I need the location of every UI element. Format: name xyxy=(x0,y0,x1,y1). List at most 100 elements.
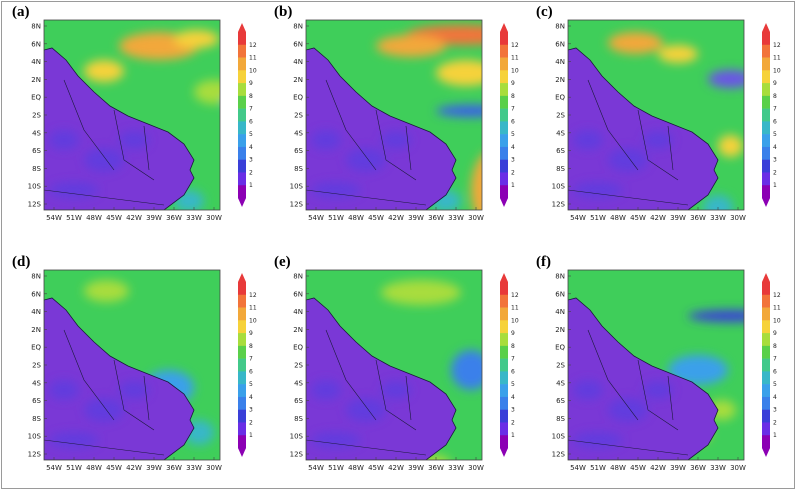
x-tick-label: 36W xyxy=(166,214,182,222)
state-border xyxy=(637,359,679,431)
colorbar-segment xyxy=(762,83,770,97)
colorbar-segment xyxy=(500,396,508,410)
colorbar-tick-label: 1 xyxy=(773,182,777,189)
land-texture xyxy=(311,130,341,150)
field-anomaly xyxy=(381,280,461,305)
colorbar-segment xyxy=(238,282,246,296)
y-tick-label: 4N xyxy=(31,58,41,66)
y-tick-label: 8N xyxy=(555,273,565,281)
colorbar-tip xyxy=(500,273,508,282)
state-border xyxy=(568,189,689,206)
state-border xyxy=(637,109,679,181)
land-region xyxy=(568,297,719,460)
colorbar-tick-label: 9 xyxy=(511,80,515,87)
y-tick-label: 6S xyxy=(556,147,565,155)
x-tick-label: 39W xyxy=(146,214,162,222)
y-tick-label: 6S xyxy=(556,397,565,405)
colorbar-tick-label: 5 xyxy=(511,381,515,388)
map-panel: 8N 6N 4N 2N EQ 2S 4S 6S 8S 10S 12S 54W 51W 48W 45W 42W 3… xyxy=(268,2,523,232)
state-border xyxy=(405,125,412,171)
x-tick-label: 45W xyxy=(368,214,384,222)
colorbar-tip xyxy=(762,198,770,207)
colorbar-segment xyxy=(762,320,770,334)
land-texture xyxy=(573,432,623,448)
colorbar-segment xyxy=(238,384,246,398)
colorbar-tick-label: 6 xyxy=(773,368,777,375)
colorbar-tick-label: 4 xyxy=(773,394,777,401)
colorbar-segment xyxy=(238,307,246,321)
land-texture xyxy=(311,182,361,198)
field-anomaly xyxy=(84,60,124,82)
y-tick-label: 10S xyxy=(290,433,304,441)
colorbar-segment xyxy=(238,57,246,71)
colorbar-segment xyxy=(500,345,508,359)
colorbar-tick-label: 10 xyxy=(773,317,781,324)
y-tick-label: 8S xyxy=(556,415,565,423)
colorbar-tick-label: 11 xyxy=(773,55,781,62)
colorbar-tick-label: 9 xyxy=(249,330,253,337)
colorbar-tick-label: 5 xyxy=(511,131,515,138)
x-tick-label: 45W xyxy=(630,464,646,472)
colorbar-tick-label: 6 xyxy=(511,368,515,375)
y-tick-label: 2S xyxy=(294,362,303,370)
field-anomaly xyxy=(608,32,663,54)
land-texture xyxy=(643,131,673,149)
x-tick-label: 51W xyxy=(328,214,344,222)
x-tick-label: 30W xyxy=(468,464,484,472)
x-tick-label: 51W xyxy=(66,464,82,472)
x-tick-label: 33W xyxy=(186,464,202,472)
colorbar-tick-label: 12 xyxy=(249,42,257,49)
x-tick-label: 48W xyxy=(610,464,626,472)
y-tick-label: 2N xyxy=(31,326,41,334)
colorbar-tip xyxy=(500,198,508,207)
colorbar-tick-label: 3 xyxy=(773,407,777,414)
y-tick-label: 2N xyxy=(293,326,303,334)
y-tick-label: 2S xyxy=(32,112,41,120)
colorbar-segment xyxy=(762,435,770,449)
state-border xyxy=(44,439,165,456)
y-tick-label: 4S xyxy=(32,379,41,387)
colorbar-tick-label: 1 xyxy=(249,182,253,189)
y-tick-label: 4N xyxy=(555,58,565,66)
colorbar-tick-label: 2 xyxy=(249,169,253,176)
x-tick-label: 48W xyxy=(86,464,102,472)
y-tick-label: EQ xyxy=(31,94,41,102)
land-texture xyxy=(84,398,124,422)
x-tick-label: 33W xyxy=(186,214,202,222)
colorbar-segment xyxy=(238,134,246,148)
x-tick-label: 54W xyxy=(308,214,324,222)
y-tick-label: 2N xyxy=(555,76,565,84)
colorbar-segment xyxy=(500,384,508,398)
state-border xyxy=(325,329,377,421)
colorbar-segment xyxy=(500,134,508,148)
y-tick-label: 4S xyxy=(32,129,41,137)
panel-label: (d) xyxy=(12,254,31,270)
colorbar-tick-label: 11 xyxy=(249,305,257,312)
colorbar-segment xyxy=(762,95,770,109)
y-tick-label: 6N xyxy=(293,40,303,48)
colorbar-segment xyxy=(762,32,770,46)
colorbar-tick-label: 2 xyxy=(249,419,253,426)
colorbar-segment xyxy=(500,159,508,173)
field-anomaly xyxy=(451,350,482,390)
land-texture xyxy=(573,380,603,400)
y-tick-label: 2S xyxy=(556,112,565,120)
y-tick-label: 8N xyxy=(293,23,303,31)
colorbar-tick-label: 3 xyxy=(249,157,253,164)
x-tick-label: 33W xyxy=(448,464,464,472)
state-border xyxy=(306,189,427,206)
x-tick-label: 54W xyxy=(308,464,324,472)
x-tick-label: 36W xyxy=(428,464,444,472)
colorbar-tick-label: 3 xyxy=(511,157,515,164)
colorbar-segment xyxy=(500,409,508,423)
x-tick-label: 45W xyxy=(106,464,122,472)
y-tick-label: 12S xyxy=(28,451,42,459)
x-tick-label: 42W xyxy=(126,214,142,222)
x-tick-label: 54W xyxy=(46,464,62,472)
y-tick-label: 8N xyxy=(555,23,565,31)
colorbar-segment xyxy=(238,44,246,58)
colorbar-tick-label: 12 xyxy=(511,42,519,49)
colorbar-tip xyxy=(500,448,508,457)
field-anomaly xyxy=(668,355,728,385)
map-panel: 8N 6N 4N 2N EQ 2S 4S 6S 8S 10S 12S 54W 51W 48W 45W 42W 3… xyxy=(6,252,261,482)
